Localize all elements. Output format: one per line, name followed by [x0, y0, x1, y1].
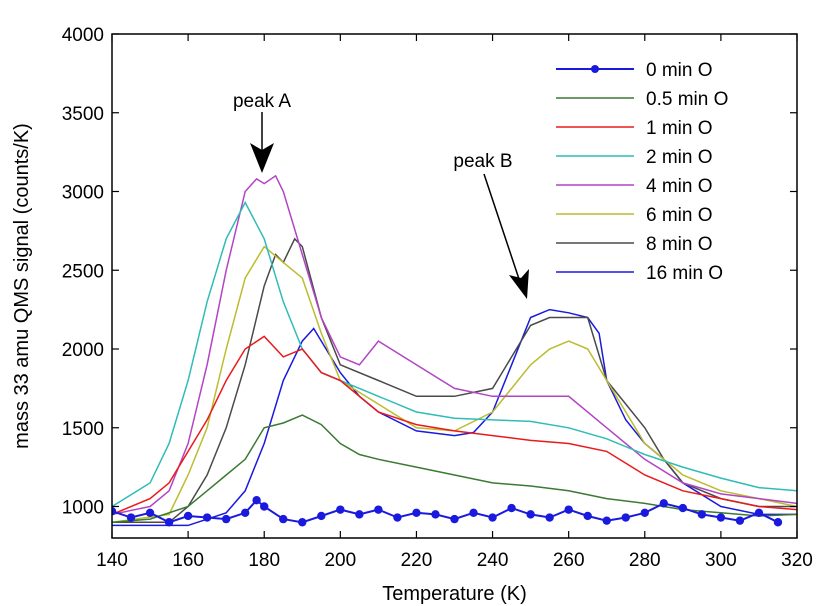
- data-point: [602, 516, 611, 525]
- x-tick-label: 140: [96, 550, 128, 571]
- legend-label: 0 min O: [646, 60, 713, 81]
- series-line: [112, 335, 797, 516]
- data-point: [393, 513, 402, 522]
- data-point: [279, 514, 288, 524]
- series-line: [112, 200, 797, 508]
- series-3: [112, 200, 797, 508]
- x-axis-title: Temperature (K): [382, 583, 527, 605]
- series-line: [112, 237, 797, 524]
- arrow-peak-b: [483, 173, 521, 283]
- series-1: [112, 414, 797, 524]
- data-point: [526, 510, 535, 519]
- y-tick-label: 3500: [62, 104, 104, 125]
- arrowhead-peak-b: [509, 269, 529, 299]
- data-point: [640, 508, 649, 517]
- data-point: [716, 513, 726, 522]
- data-point: [431, 510, 440, 519]
- legend-label: 2 min O: [646, 147, 713, 168]
- annotation-peak-a: peak A: [233, 91, 291, 112]
- plot-area: [112, 174, 797, 527]
- x-tick-label: 200: [324, 550, 356, 571]
- y-axis: 1000 1500 2000 2500 3000 3500 4000: [62, 25, 797, 519]
- x-tick-label: 160: [172, 550, 204, 571]
- data-point: [164, 518, 174, 527]
- data-point: [564, 505, 573, 514]
- data-point: [126, 513, 136, 522]
- data-point: [374, 505, 383, 514]
- arrowhead-peak-a: [250, 143, 274, 173]
- legend-label: 6 min O: [646, 205, 713, 226]
- data-point: [317, 511, 326, 521]
- legend-label: 0.5 min O: [646, 89, 728, 110]
- legend-item: 2 min O: [556, 147, 713, 168]
- series-2: [112, 335, 797, 516]
- y-tick-label: 3000: [62, 183, 104, 204]
- data-point: [260, 502, 269, 511]
- series-line: [112, 174, 797, 516]
- data-point: [754, 508, 764, 517]
- data-point: [621, 513, 630, 522]
- data-point: [298, 518, 307, 527]
- x-tick-label: 320: [781, 550, 813, 571]
- y-tick-label: 2000: [62, 340, 104, 361]
- series-4: [112, 174, 797, 516]
- legend-marker: [591, 65, 599, 73]
- legend-label: 4 min O: [646, 176, 713, 197]
- x-tick-label: 260: [553, 550, 585, 571]
- data-point: [183, 511, 193, 521]
- legend-item: 0.5 min O: [556, 89, 728, 110]
- data-point: [450, 514, 459, 524]
- series-line: [112, 245, 797, 524]
- legend-label: 16 min O: [646, 263, 723, 284]
- data-point: [240, 508, 250, 517]
- y-tick-label: 4000: [62, 25, 104, 46]
- series-line: [112, 414, 797, 524]
- data-point: [678, 503, 688, 513]
- x-tick-label: 220: [401, 550, 433, 571]
- data-point: [355, 510, 364, 519]
- series-5: [112, 245, 797, 524]
- y-tick-label: 1000: [62, 498, 104, 519]
- data-point: [412, 508, 421, 517]
- legend-item: 16 min O: [556, 263, 723, 284]
- x-tick-label: 180: [248, 550, 280, 571]
- data-point: [659, 499, 669, 508]
- data-point: [145, 508, 155, 517]
- y-tick-label: 1500: [62, 419, 104, 440]
- data-point: [488, 513, 497, 522]
- data-point: [221, 514, 231, 524]
- legend: 0 min O 0.5 min O 1 min O 2 min O 4 min O 6 m…: [556, 60, 728, 284]
- legend-item: 1 min O: [556, 118, 713, 139]
- x-tick-label: 240: [477, 550, 509, 571]
- legend-item: 0 min O: [556, 60, 713, 81]
- legend-item: 6 min O: [556, 205, 713, 226]
- data-point: [773, 518, 783, 527]
- y-axis-title: mass 33 amu QMS signal (counts/K): [11, 123, 33, 449]
- x-tick-label: 300: [705, 550, 737, 571]
- x-axis: 140 160 180 200 220 240 260 280 300 320: [96, 34, 813, 571]
- data-point: [336, 505, 345, 514]
- data-point: [469, 508, 478, 517]
- y-tick-label: 2500: [62, 261, 104, 282]
- data-point: [202, 513, 212, 522]
- data-point: [507, 503, 516, 513]
- legend-item: 8 min O: [556, 234, 713, 255]
- data-point: [697, 510, 707, 519]
- annotations: peak A peak B: [233, 91, 529, 299]
- x-tick-label: 280: [629, 550, 661, 571]
- data-point: [583, 511, 592, 521]
- legend-label: 1 min O: [646, 118, 713, 139]
- annotation-peak-b: peak B: [453, 151, 512, 172]
- legend-item: 4 min O: [556, 176, 713, 197]
- series-0: [112, 496, 783, 527]
- data-point: [112, 507, 117, 516]
- series-line: [112, 498, 779, 524]
- data-point: [252, 496, 261, 505]
- legend-label: 8 min O: [646, 234, 713, 255]
- series-6: [112, 237, 797, 524]
- data-point: [735, 516, 745, 525]
- plot-frame: [111, 33, 798, 539]
- data-point: [545, 513, 554, 522]
